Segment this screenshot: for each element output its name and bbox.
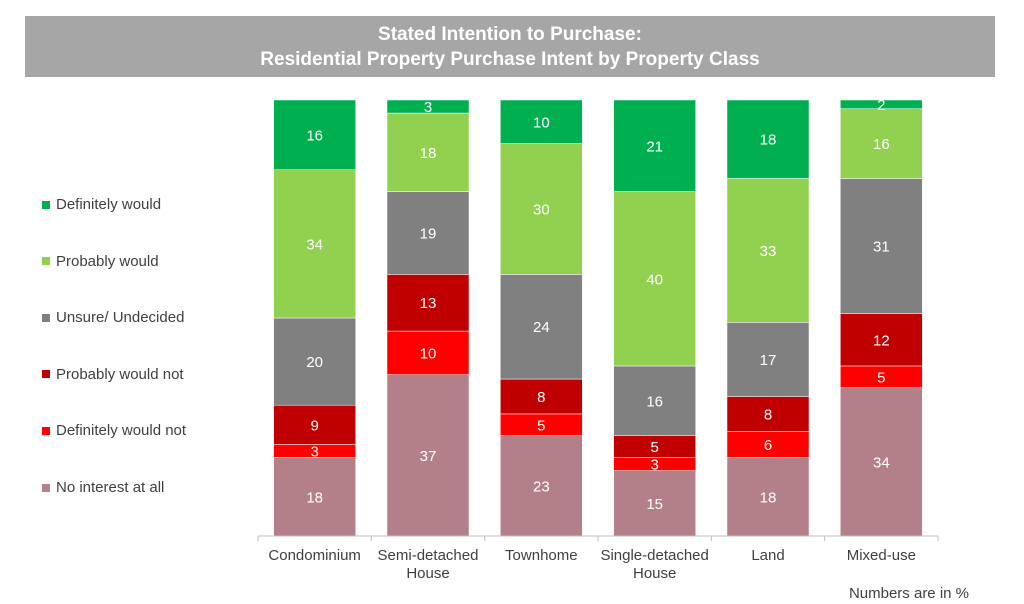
bar-segment-condominium-probably-would xyxy=(273,169,356,319)
bar-segment-single-detached-house-unsure-undecided xyxy=(613,365,696,436)
bar-segment-mixed-use-no-interest-at-all xyxy=(840,387,923,537)
data-label-mixed-use-probably-would-not: 12 xyxy=(873,332,890,349)
data-label-land-no-interest-at-all: 18 xyxy=(760,489,777,506)
data-label-mixed-use-unsure-undecided: 31 xyxy=(873,239,890,256)
data-label-single-detached-house-unsure-undecided: 16 xyxy=(646,393,663,410)
units-footnote: Numbers are in % xyxy=(848,585,969,602)
bar-segment-single-detached-house-probably-would xyxy=(613,191,696,367)
data-label-mixed-use-probably-would: 16 xyxy=(873,136,890,153)
x-tick-label-semi-detached-house-line1: Semi-detached xyxy=(378,547,479,564)
data-label-mixed-use-definitely-would: 2 xyxy=(877,97,885,114)
data-label-land-definitely-would: 18 xyxy=(760,132,777,149)
bar-segment-semi-detached-house-definitely-would xyxy=(386,99,470,114)
data-label-townhome-unsure-undecided: 24 xyxy=(533,319,550,336)
chart-title-line-1: Stated Intention to Purchase: xyxy=(378,23,642,45)
bar-segment-townhome-unsure-undecided xyxy=(500,274,583,380)
x-tick-label-semi-detached-house-line2: House xyxy=(406,565,449,582)
data-label-single-detached-house-definitely-would: 21 xyxy=(646,138,663,155)
bar-segment-land-probably-would-not xyxy=(726,396,810,432)
bar-segment-townhome-probably-would xyxy=(500,143,583,275)
legend-item-definitely-would-not: Definitely would not xyxy=(42,422,186,439)
data-label-condominium-unsure-undecided: 20 xyxy=(306,354,323,371)
data-label-townhome-probably-would: 30 xyxy=(533,202,550,219)
bar-segment-townhome-definitely-would xyxy=(500,99,583,144)
legend-swatch-probably-would xyxy=(42,257,50,266)
data-label-condominium-definitely-would-not: 3 xyxy=(310,443,318,460)
data-label-semi-detached-house-probably-would: 18 xyxy=(420,145,437,162)
data-label-townhome-probably-would-not: 8 xyxy=(537,389,545,406)
data-label-mixed-use-definitely-would-not: 5 xyxy=(877,369,885,386)
x-tick-label-condominium: Condominium xyxy=(268,547,361,564)
legend-item-no-interest-at-all: No interest at all xyxy=(42,479,164,496)
chart-title-bar: Stated Intention to Purchase: Residentia… xyxy=(25,16,995,77)
data-label-townhome-definitely-would-not: 5 xyxy=(537,417,545,434)
data-label-land-unsure-undecided: 17 xyxy=(760,352,777,369)
bar-segment-land-definitely-would-not xyxy=(726,431,810,458)
legend-item-definitely-would: Definitely would xyxy=(42,196,161,213)
x-tick-label-single-detached-house-line2: House xyxy=(633,565,676,582)
data-label-semi-detached-house-unsure-undecided: 19 xyxy=(420,225,437,242)
legend-label-probably-would-not: Probably would not xyxy=(56,365,184,383)
data-label-mixed-use-no-interest-at-all: 34 xyxy=(873,454,890,471)
bar-segment-semi-detached-house-definitely-would-not xyxy=(386,330,470,375)
data-label-semi-detached-house-definitely-would: 3 xyxy=(424,99,432,116)
legend-swatch-probably-would-not xyxy=(42,370,50,379)
data-label-semi-detached-house-definitely-would-not: 10 xyxy=(420,345,437,362)
legend-swatch-unsure-undecided xyxy=(42,313,50,322)
data-label-condominium-probably-would-not: 9 xyxy=(310,417,318,434)
data-label-semi-detached-house-no-interest-at-all: 37 xyxy=(420,448,437,465)
bar-segment-single-detached-house-definitely-would xyxy=(613,99,696,192)
x-tick-label-townhome: Townhome xyxy=(505,547,578,564)
data-label-semi-detached-house-probably-would-not: 13 xyxy=(420,295,437,312)
data-label-single-detached-house-definitely-would-not: 3 xyxy=(650,457,658,474)
bar-segment-mixed-use-definitely-would xyxy=(840,99,923,109)
bar-segment-condominium-no-interest-at-all xyxy=(273,457,356,537)
bar-segment-mixed-use-probably-would-not xyxy=(840,313,923,367)
legend-label-probably-would: Probably would xyxy=(56,252,159,270)
bar-segment-semi-detached-house-probably-would xyxy=(386,112,470,192)
bar-segment-townhome-probably-would-not xyxy=(500,378,583,415)
legend-label-no-interest-at-all: No interest at all xyxy=(56,479,165,496)
bar-segment-semi-detached-house-unsure-undecided xyxy=(386,191,470,275)
data-label-condominium-definitely-would: 16 xyxy=(306,127,323,144)
data-label-townhome-definitely-would: 10 xyxy=(533,114,550,131)
bar-segment-mixed-use-unsure-undecided xyxy=(840,178,923,314)
legend-item-probably-would-not: Probably would not xyxy=(42,366,184,383)
bar-segment-condominium-unsure-undecided xyxy=(273,317,356,406)
data-label-land-probably-would-not: 8 xyxy=(764,406,772,423)
x-tick-label-single-detached-house-line1: Single-detached xyxy=(600,547,708,564)
data-label-land-probably-would: 33 xyxy=(760,243,777,260)
data-label-single-detached-house-probably-would-not: 5 xyxy=(650,439,658,456)
legend-label-definitely-would: Definitely would xyxy=(56,196,162,213)
legend-swatch-no-interest-at-all xyxy=(42,483,50,492)
legend-item-unsure-undecided: Unsure/ Undecided xyxy=(42,309,184,326)
chart-title-line-2: Residential Property Purchase Intent by … xyxy=(260,48,760,70)
bar-segment-land-probably-would xyxy=(726,178,810,323)
legend-swatch-definitely-would xyxy=(42,200,50,209)
data-label-single-detached-house-probably-would: 40 xyxy=(646,271,663,288)
bar-segment-semi-detached-house-probably-would-not xyxy=(386,274,470,332)
data-label-condominium-probably-would: 34 xyxy=(306,236,323,253)
data-label-townhome-no-interest-at-all: 23 xyxy=(533,478,550,495)
bar-segment-condominium-definitely-would xyxy=(273,99,356,171)
x-tick-label-land: Land xyxy=(751,547,784,564)
bar-segment-condominium-probably-would-not xyxy=(273,404,356,445)
bar-segment-townhome-no-interest-at-all xyxy=(500,435,583,537)
legend-label-definitely-would-not: Definitely would not xyxy=(56,422,187,440)
x-tick-label-mixed-use: Mixed-use xyxy=(847,547,916,564)
legend-swatch-definitely-would-not xyxy=(42,426,50,435)
bar-segment-single-detached-house-no-interest-at-all xyxy=(613,470,696,537)
legend-label-unsure-undecided: Unsure/ Undecided xyxy=(56,309,185,327)
data-label-land-definitely-would-not: 6 xyxy=(764,437,772,454)
data-label-condominium-no-interest-at-all: 18 xyxy=(306,489,323,506)
data-label-single-detached-house-no-interest-at-all: 15 xyxy=(646,496,663,513)
legend-item-probably-would: Probably would xyxy=(42,253,159,270)
bar-segment-land-definitely-would xyxy=(726,99,810,179)
